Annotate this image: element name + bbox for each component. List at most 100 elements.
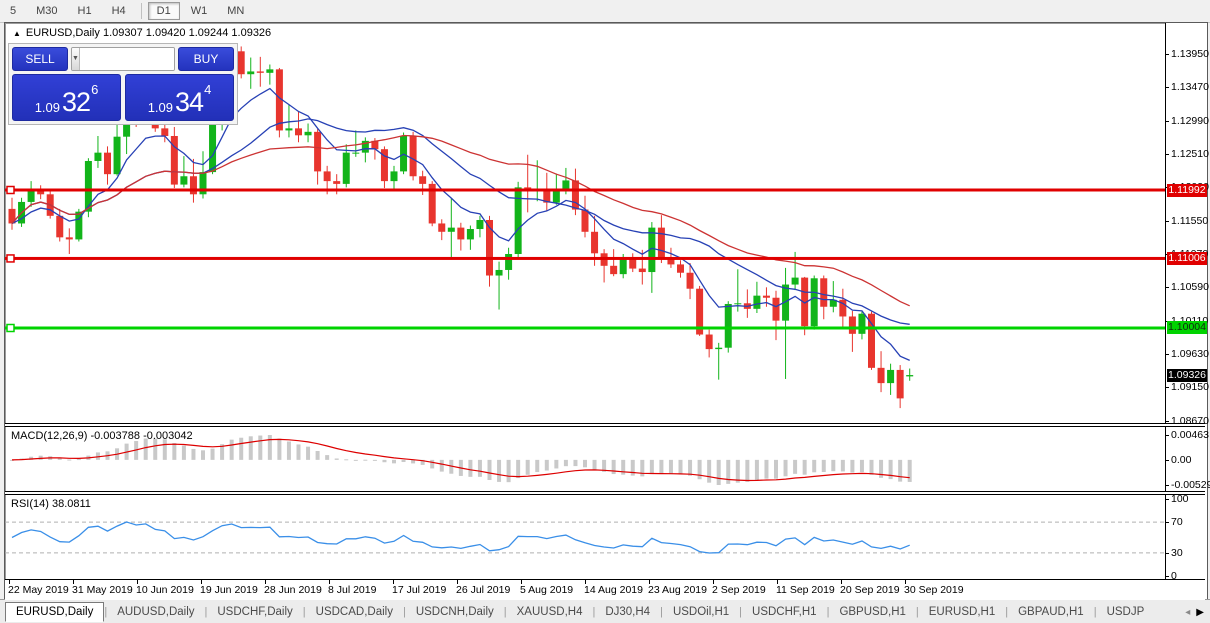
tab-separator: | bbox=[302, 606, 306, 618]
macd-histogram-bar bbox=[95, 452, 100, 460]
macd-histogram-bar bbox=[659, 459, 664, 474]
macd-histogram-bar bbox=[353, 459, 358, 461]
timeframe-button-mn[interactable]: MN bbox=[227, 5, 245, 17]
axis-tick bbox=[1166, 522, 1169, 524]
chart-tab-usdjp[interactable]: USDJP bbox=[1106, 606, 1145, 618]
macd-histogram-bar bbox=[745, 459, 750, 482]
axis-tick bbox=[1166, 459, 1169, 461]
macd-histogram-bar bbox=[554, 459, 559, 469]
tab-separator: | bbox=[402, 606, 406, 618]
collapse-panel-icon[interactable]: ▲ bbox=[13, 29, 21, 38]
line-handle[interactable] bbox=[6, 185, 15, 195]
timeframe-button-h1[interactable]: H1 bbox=[77, 5, 92, 17]
date-tick bbox=[393, 580, 394, 584]
line-handle[interactable] bbox=[6, 323, 15, 333]
timeframe-button-w1[interactable]: W1 bbox=[190, 5, 208, 17]
timeframe-button-d1[interactable]: D1 bbox=[147, 2, 180, 20]
chart-title: ▲ EURUSD,Daily 1.09307 1.09420 1.09244 1.… bbox=[13, 27, 271, 39]
tab-scroll-right-icon[interactable]: ▶ bbox=[1196, 606, 1204, 618]
candle bbox=[314, 131, 322, 172]
date-tick bbox=[201, 580, 202, 584]
date-axis-label: 2 Sep 2019 bbox=[712, 584, 766, 596]
candle bbox=[361, 140, 369, 153]
pane-splitter[interactable] bbox=[5, 491, 1205, 495]
candle bbox=[256, 71, 264, 73]
pane-splitter[interactable] bbox=[5, 423, 1205, 427]
axis-tick bbox=[1166, 87, 1169, 89]
chart-tab-usdchf-h1[interactable]: USDCHF,H1 bbox=[752, 606, 817, 618]
candle bbox=[390, 171, 398, 182]
macd-histogram-bar bbox=[602, 459, 607, 472]
date-axis-label: 31 May 2019 bbox=[72, 584, 133, 596]
date-axis[interactable]: 22 May 2019 31 May 2019 10 Jun 2019 19 Jun … bbox=[5, 579, 1205, 600]
macd-histogram-bar bbox=[793, 459, 798, 474]
date-tick bbox=[777, 580, 778, 584]
chart-tab-usdchf-daily[interactable]: USDCHF,Daily bbox=[217, 606, 293, 618]
tab-separator: | bbox=[915, 606, 919, 618]
candle bbox=[56, 215, 64, 238]
macd-histogram-bar bbox=[726, 459, 731, 484]
macd-histogram-bar bbox=[783, 459, 788, 477]
macd-histogram-bar bbox=[697, 459, 702, 480]
chart-tab-gbpaud-h1[interactable]: GBPAUD,H1 bbox=[1018, 606, 1084, 618]
line-price-badge: 1.10004 bbox=[1167, 321, 1207, 335]
axis-tick bbox=[1166, 353, 1169, 355]
chart-tab-usdcad-daily[interactable]: USDCAD,Daily bbox=[315, 606, 393, 618]
macd-histogram-bar bbox=[812, 459, 817, 473]
price-axis[interactable]: 1.139501.134701.129901.125101.120301.115… bbox=[1165, 23, 1210, 582]
chart-tab-usdcnh-daily[interactable]: USDCNH,Daily bbox=[415, 606, 494, 618]
volume-input[interactable] bbox=[79, 48, 174, 70]
candle bbox=[810, 278, 818, 327]
tab-separator: | bbox=[503, 606, 507, 618]
chart-tab-eurusd-h1[interactable]: EURUSD,H1 bbox=[928, 606, 996, 618]
macd-histogram-bar bbox=[678, 459, 683, 475]
chart-tab-gbpusd-h1[interactable]: GBPUSD,H1 bbox=[839, 606, 906, 618]
macd-histogram-bar bbox=[774, 459, 778, 479]
macd-pane[interactable]: MACD(12,26,9) -0.003788 -0.003042 bbox=[5, 427, 1166, 491]
candle bbox=[868, 313, 875, 368]
candle bbox=[734, 303, 742, 305]
timeframe-button-h4[interactable]: H4 bbox=[111, 5, 126, 17]
macd-histogram-bar bbox=[325, 455, 330, 460]
current-price-badge: 1.09326 bbox=[1167, 368, 1207, 382]
macd-histogram-bar bbox=[707, 459, 712, 483]
price-pane[interactable]: ▲ EURUSD,Daily 1.09307 1.09420 1.09244 1.… bbox=[5, 23, 1166, 423]
sell-button[interactable]: SELL bbox=[12, 47, 68, 71]
chart-tab-usdoil-h1[interactable]: USDOil,H1 bbox=[672, 606, 730, 618]
candle bbox=[380, 149, 388, 182]
timeframe-button-m30[interactable]: M30 bbox=[36, 5, 58, 17]
horizontal-line[interactable] bbox=[5, 256, 1166, 260]
chart-tab-dj30-h4[interactable]: DJ30,H4 bbox=[605, 606, 651, 618]
chart-tab-xauusd-h4[interactable]: XAUUSD,H4 bbox=[516, 606, 583, 618]
candle bbox=[648, 227, 656, 273]
candle bbox=[466, 229, 474, 240]
line-handle[interactable] bbox=[6, 254, 15, 263]
candle bbox=[285, 128, 293, 131]
candle bbox=[486, 219, 493, 276]
candle bbox=[657, 227, 665, 259]
date-axis-label: 20 Sep 2019 bbox=[840, 584, 900, 596]
chart-tab-audusd-daily[interactable]: AUDUSD,Daily bbox=[117, 606, 195, 618]
candle bbox=[65, 237, 73, 240]
macd-axis-label: 0.00 bbox=[1171, 453, 1192, 466]
tab-scroll-left-icon[interactable]: ◂ bbox=[1185, 606, 1191, 618]
chart-tab-eurusd-daily[interactable]: EURUSD,Daily bbox=[5, 602, 105, 622]
horizontal-line[interactable] bbox=[5, 326, 1166, 330]
buy-button[interactable]: BUY bbox=[178, 47, 234, 71]
chart-symbol-label: EURUSD,Daily bbox=[25, 27, 100, 39]
macd-canvas bbox=[10, 435, 912, 485]
timeframe-button-5[interactable]: 5 bbox=[10, 5, 17, 17]
macd-histogram-bar bbox=[372, 459, 377, 461]
buy-price-tile[interactable]: 1.09 34 4 bbox=[125, 74, 234, 121]
horizontal-line[interactable] bbox=[5, 188, 1166, 192]
candle bbox=[333, 181, 341, 184]
candle bbox=[170, 135, 178, 185]
macd-histogram-bar bbox=[477, 459, 482, 477]
tab-scroll-controls: ◂ ▶ bbox=[1182, 605, 1210, 620]
date-tick bbox=[905, 580, 906, 584]
sell-price-tile[interactable]: 1.09 32 6 bbox=[12, 74, 121, 121]
sell-price-small: 1.09 bbox=[34, 100, 61, 115]
volume-decrease-button[interactable]: ▼ bbox=[72, 48, 80, 70]
candle bbox=[161, 128, 169, 136]
rsi-pane[interactable]: RSI(14) 38.0811 bbox=[5, 495, 1166, 579]
